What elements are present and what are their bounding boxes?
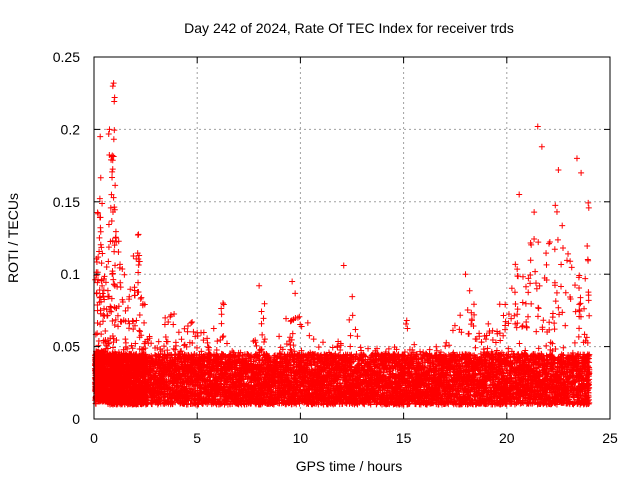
data-point bbox=[105, 131, 112, 138]
data-point bbox=[110, 335, 117, 342]
data-point bbox=[109, 237, 116, 244]
data-point bbox=[106, 340, 113, 347]
data-point bbox=[109, 270, 116, 277]
data-point bbox=[99, 200, 106, 207]
data-point bbox=[97, 307, 104, 314]
data-points bbox=[92, 80, 593, 408]
data-point bbox=[100, 293, 107, 300]
data-point bbox=[97, 241, 104, 248]
data-point bbox=[111, 206, 118, 213]
data-point bbox=[109, 83, 116, 90]
data-point bbox=[110, 136, 117, 143]
data-point bbox=[101, 305, 108, 312]
data-point bbox=[93, 290, 100, 297]
data-point bbox=[96, 195, 103, 202]
data-point bbox=[102, 327, 109, 334]
data-point bbox=[94, 279, 101, 286]
data-point bbox=[102, 279, 109, 286]
data-point bbox=[105, 221, 112, 228]
data-point bbox=[110, 281, 117, 288]
data-point bbox=[97, 321, 104, 328]
data-point bbox=[108, 295, 115, 302]
data-point bbox=[111, 242, 118, 249]
data-point bbox=[109, 318, 116, 325]
data-point bbox=[99, 318, 106, 325]
data-point bbox=[101, 296, 108, 303]
data-point bbox=[96, 248, 103, 255]
data-point bbox=[103, 306, 110, 313]
data-point bbox=[98, 331, 105, 338]
data-point bbox=[110, 153, 117, 160]
data-point bbox=[99, 290, 106, 297]
data-point bbox=[111, 204, 118, 211]
data-point bbox=[93, 258, 100, 265]
data-point bbox=[107, 204, 114, 211]
data-point bbox=[109, 174, 116, 181]
data-point bbox=[101, 273, 108, 280]
data-point bbox=[108, 308, 115, 315]
data-point bbox=[105, 244, 112, 251]
data-point bbox=[98, 244, 105, 251]
data-point bbox=[103, 263, 110, 270]
data-point bbox=[109, 168, 116, 175]
data-point bbox=[104, 293, 111, 300]
data-point bbox=[97, 214, 104, 221]
data-point bbox=[110, 194, 117, 201]
data-point bbox=[111, 321, 118, 328]
data-point bbox=[96, 294, 103, 301]
data-point bbox=[94, 330, 101, 337]
data-point bbox=[95, 342, 102, 349]
data-point bbox=[109, 157, 116, 164]
data-point bbox=[109, 344, 116, 351]
data-point bbox=[108, 218, 115, 225]
grid bbox=[94, 57, 610, 419]
data-point bbox=[112, 262, 119, 269]
data-point bbox=[104, 287, 111, 294]
data-point bbox=[96, 234, 103, 241]
data-point bbox=[106, 308, 113, 315]
data-point bbox=[109, 333, 116, 340]
data-point bbox=[98, 260, 105, 267]
data-point bbox=[94, 319, 101, 326]
data-point bbox=[110, 276, 117, 283]
data-point bbox=[111, 127, 118, 134]
data-point bbox=[105, 258, 112, 265]
data-point bbox=[98, 298, 105, 305]
data-point bbox=[99, 282, 106, 289]
data-point bbox=[95, 254, 102, 261]
data-point bbox=[104, 312, 111, 319]
data-point bbox=[104, 345, 111, 352]
data-point bbox=[109, 166, 116, 173]
data-point bbox=[97, 174, 104, 181]
data-point bbox=[97, 224, 104, 231]
data-point bbox=[99, 250, 106, 257]
data-point bbox=[94, 209, 101, 216]
